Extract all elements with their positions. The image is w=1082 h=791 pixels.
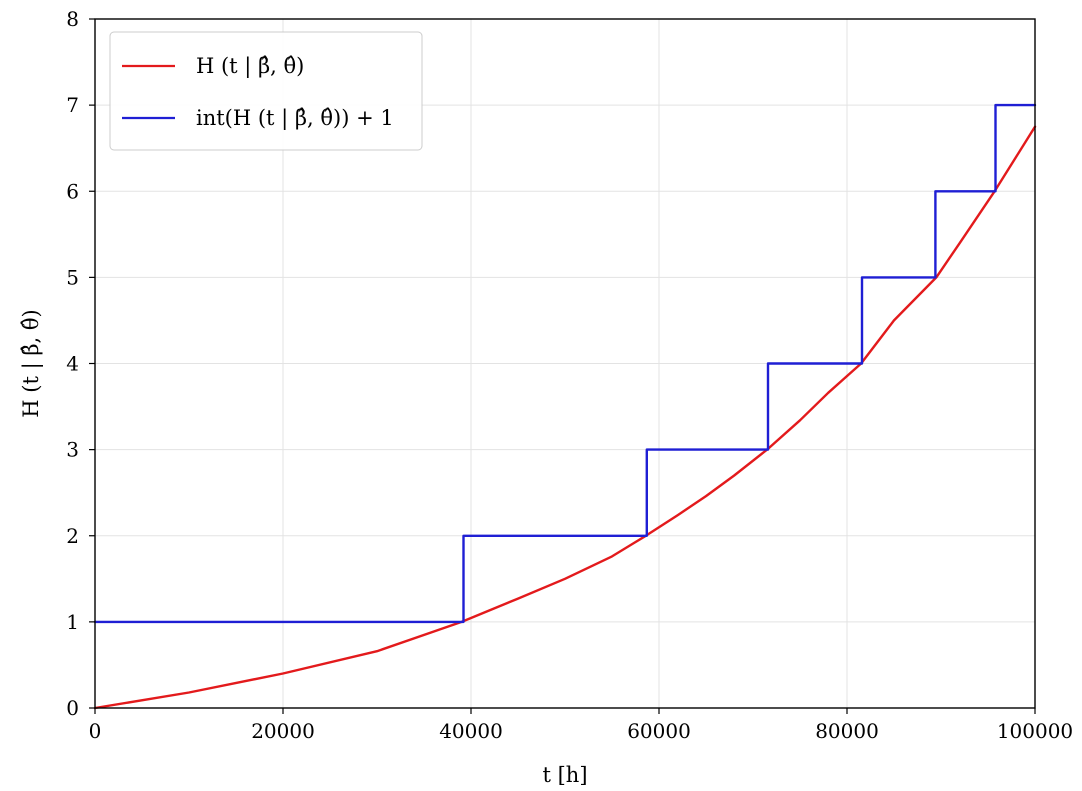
y-axis-title: H (t | β̂, θ̂) bbox=[19, 309, 44, 417]
series-layer bbox=[93, 103, 1037, 710]
y-tick-label: 6 bbox=[66, 179, 79, 203]
x-tick-label: 80000 bbox=[815, 719, 879, 743]
y-tick-label: 2 bbox=[66, 524, 79, 548]
y-tick-label: 7 bbox=[66, 93, 79, 117]
series-cumulative-hazard-line bbox=[93, 125, 1037, 710]
y-tick-label: 4 bbox=[66, 352, 79, 376]
legend-label-blue: int(H (t | β̂, θ̂)) + 1 bbox=[196, 106, 394, 131]
x-tick-label: 100000 bbox=[997, 719, 1073, 743]
y-tick-label: 1 bbox=[66, 610, 79, 634]
x-tick-label: 20000 bbox=[251, 719, 315, 743]
y-tick-label: 0 bbox=[66, 696, 79, 720]
x-axis-title: t [h] bbox=[542, 763, 587, 787]
x-tick-label: 40000 bbox=[439, 719, 503, 743]
ticks bbox=[89, 18, 1036, 714]
tick-labels: 0 20000 40000 60000 80000 100000 0 1 2 3 4 5 6 7 8 bbox=[66, 7, 1073, 743]
legend-label-red: H (t | β̂, θ̂) bbox=[196, 54, 304, 79]
legend-box bbox=[109, 31, 423, 151]
legend: H (t | β̂, θ̂) int(H (t | β̂, θ̂)) + 1 bbox=[109, 31, 423, 151]
series-step-line bbox=[93, 103, 1037, 624]
y-tick-label: 8 bbox=[66, 7, 79, 31]
y-tick-label: 5 bbox=[66, 265, 79, 289]
x-tick-label: 0 bbox=[89, 719, 102, 743]
y-tick-label: 3 bbox=[66, 438, 79, 462]
x-tick-label: 60000 bbox=[627, 719, 691, 743]
